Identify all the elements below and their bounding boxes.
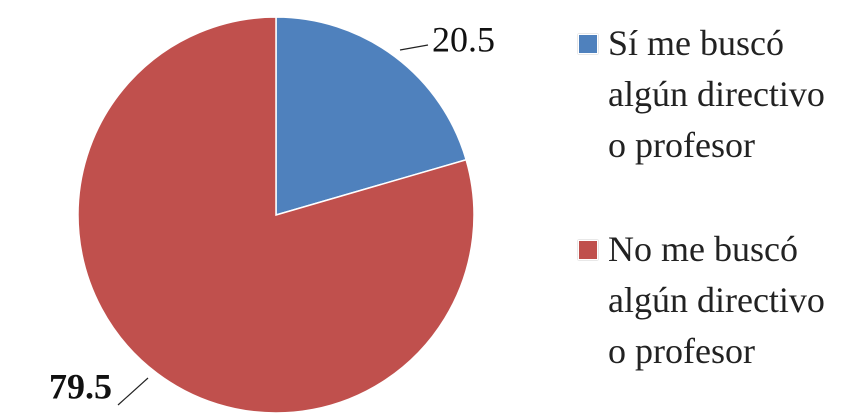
legend-label: Sí me buscó algún directivo o profesor	[608, 23, 825, 165]
pie-slice	[275, 16, 468, 216]
leader-line	[399, 44, 429, 51]
data-label: 79.5	[49, 366, 112, 406]
legend-item: Sí me buscó algún directivo o profesor	[578, 18, 840, 171]
legend-label: No me buscó algún directivo o profesor	[608, 229, 825, 371]
pie-slice	[77, 16, 475, 414]
legend-item: No me buscó algún directivo o profesor	[578, 224, 840, 377]
legend-swatch	[578, 34, 598, 54]
data-label: 20.5	[432, 19, 495, 59]
legend-swatch	[578, 240, 598, 260]
leader-line	[117, 377, 149, 406]
